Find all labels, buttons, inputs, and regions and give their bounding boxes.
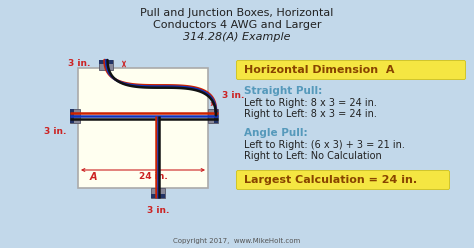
Text: Left to Right: 8 x 3 = 24 in.: Left to Right: 8 x 3 = 24 in.	[244, 98, 377, 108]
Text: 3 in.: 3 in.	[222, 92, 245, 100]
Text: Right to Left: No Calculation: Right to Left: No Calculation	[244, 151, 382, 161]
Text: Left to Right: (6 x 3) + 3 = 21 in.: Left to Right: (6 x 3) + 3 = 21 in.	[244, 140, 405, 150]
Text: 314.28(A) Example: 314.28(A) Example	[183, 32, 291, 42]
Text: 3 in.: 3 in.	[44, 127, 66, 136]
Text: Pull and Junction Boxes, Horizontal: Pull and Junction Boxes, Horizontal	[140, 8, 334, 18]
Bar	[99, 60, 113, 70]
Bar	[78, 68, 208, 188]
Bar	[70, 109, 74, 123]
Text: Right to Left: 8 x 3 = 24 in.: Right to Left: 8 x 3 = 24 in.	[244, 109, 377, 119]
Text: Copyright 2017,  www.MikeHolt.com: Copyright 2017, www.MikeHolt.com	[173, 238, 301, 244]
Text: Largest Calculation = 24 in.: Largest Calculation = 24 in.	[244, 175, 417, 185]
Text: Horizontal Dimension  A: Horizontal Dimension A	[244, 65, 394, 75]
Text: 24 in.: 24 in.	[138, 172, 167, 181]
Bar	[99, 60, 113, 64]
Text: 3 in.: 3 in.	[68, 60, 90, 68]
FancyBboxPatch shape	[237, 61, 465, 80]
Text: Angle Pull:: Angle Pull:	[244, 128, 308, 138]
Bar	[214, 109, 218, 123]
Text: 3 in.: 3 in.	[147, 206, 169, 215]
Bar	[151, 188, 165, 198]
Text: Straight Pull:: Straight Pull:	[244, 86, 322, 96]
FancyBboxPatch shape	[237, 171, 449, 189]
Text: Conductors 4 AWG and Larger: Conductors 4 AWG and Larger	[153, 20, 321, 30]
Bar	[151, 194, 165, 198]
Bar	[208, 109, 218, 123]
Bar	[70, 109, 80, 123]
Text: A: A	[90, 172, 98, 182]
